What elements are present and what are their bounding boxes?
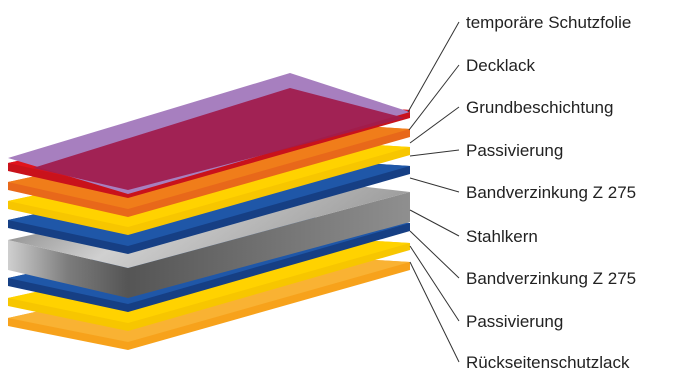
leader-line-9 — [409, 261, 460, 363]
label-topcoat: Decklack — [466, 56, 535, 75]
layer-protective-film — [8, 73, 410, 194]
label-passivation-top: Passivierung — [466, 141, 563, 160]
label-primer: Grundbeschichtung — [466, 98, 613, 117]
label-passivation-bottom: Passivierung — [466, 312, 563, 331]
leader-line-1 — [407, 21, 460, 113]
leader-line-8 — [409, 245, 460, 322]
leader-line-2 — [408, 64, 460, 131]
leader-lines — [407, 21, 460, 363]
label-zinc-top: Bandverzinkung Z 275 — [466, 183, 636, 202]
label-steel-core: Stahlkern — [466, 227, 538, 246]
leader-line-3 — [409, 106, 460, 144]
label-zinc-bottom: Bandverzinkung Z 275 — [466, 269, 636, 288]
leader-line-7 — [409, 230, 460, 279]
leader-line-5 — [409, 177, 460, 193]
label-backcoat: Rückseitenschutzlack — [466, 353, 630, 372]
leader-line-6 — [409, 209, 460, 237]
leader-line-4 — [409, 149, 460, 157]
label-protective-film: temporäre Schutzfolie — [466, 13, 631, 32]
